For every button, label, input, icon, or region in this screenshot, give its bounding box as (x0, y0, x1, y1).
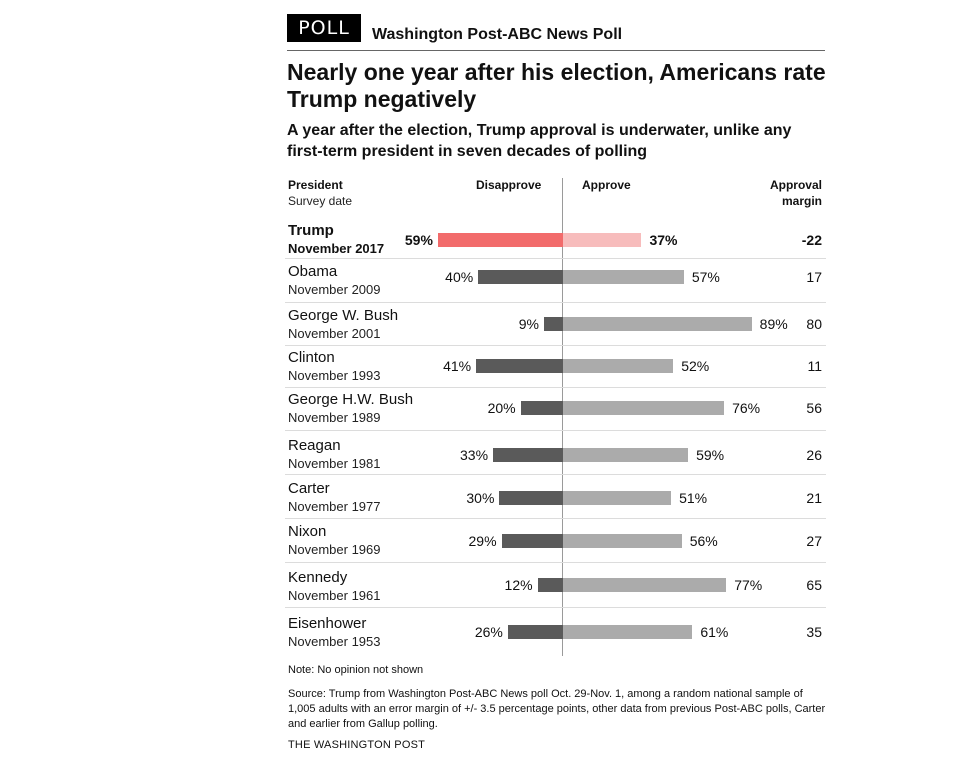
approve-bar (563, 270, 684, 284)
approve-bar (563, 317, 752, 331)
chart-source: Source: Trump from Washington Post-ABC N… (288, 688, 826, 730)
disapprove-value-label: 41% (443, 358, 472, 374)
column-header-survey-date: Survey date (288, 194, 353, 208)
approve-value-label: 77% (734, 577, 763, 593)
row-separator-1 (285, 258, 826, 259)
survey-date: November 1993 (288, 368, 381, 383)
survey-date: November 1989 (288, 410, 381, 425)
row-separator-3 (285, 345, 826, 346)
disapprove-bar (501, 534, 563, 548)
approval-margin-header-line1: Approval (769, 178, 822, 192)
president-name: Trump (288, 222, 334, 239)
approve-value-label: 89% (759, 316, 788, 332)
approve-bar (563, 448, 689, 462)
disapprove-bar (478, 270, 563, 284)
president-name: Nixon (288, 523, 327, 540)
approval-margin-value: 65 (806, 577, 822, 593)
president-name: Reagan (288, 437, 341, 454)
chart-subtitle: A year after the election, Trump approva… (287, 122, 792, 160)
approve-value-label: 37% (649, 232, 678, 248)
row-separator-9 (285, 607, 826, 608)
approve-bar (563, 233, 642, 247)
disapprove-bar (493, 448, 563, 462)
approve-value-label: 56% (689, 533, 718, 549)
president-name: George H.W. Bush (288, 391, 414, 408)
approve-value-label: 51% (679, 490, 708, 506)
approval-margin-value: 26 (806, 447, 822, 463)
disapprove-value-label: 40% (445, 269, 474, 285)
approval-margin-value: 56 (806, 400, 822, 416)
approve-bar (563, 578, 727, 592)
column-header-approve: Approve (582, 178, 631, 192)
disapprove-bar (499, 491, 563, 505)
disapprove-bar (520, 401, 563, 415)
approve-value-label: 76% (732, 400, 761, 416)
president-name: Eisenhower (288, 615, 367, 632)
approve-value-label: 59% (696, 447, 725, 463)
survey-date: November 1981 (288, 456, 381, 471)
survey-date: November 2009 (288, 282, 381, 297)
approve-bar (563, 401, 725, 415)
disapprove-value-label: 12% (504, 577, 533, 593)
disapprove-value-label: 30% (466, 490, 495, 506)
row-separator-6 (285, 474, 826, 475)
survey-date: November 1969 (288, 542, 381, 557)
survey-date: November 1961 (288, 588, 381, 603)
column-header-president: President (288, 178, 343, 192)
poll-badge: POLL (287, 14, 361, 42)
column-header-approval-margin: Approval margin (770, 177, 822, 209)
president-name: Clinton (288, 349, 335, 366)
disapprove-value-label: 29% (468, 533, 497, 549)
approval-margin-value: 27 (806, 533, 822, 549)
center-axis-line (562, 178, 563, 656)
chart-note: Note: No opinion not shown (288, 664, 424, 676)
approval-margin-value: 11 (807, 358, 822, 374)
chart-headline: Nearly one year after his election, Amer… (287, 59, 826, 112)
disapprove-bar (537, 578, 563, 592)
approve-value-label: 52% (681, 358, 710, 374)
approval-margin-value: -22 (801, 232, 822, 248)
row-separator-5 (285, 430, 826, 431)
president-name: Obama (288, 263, 338, 280)
survey-date: November 2017 (288, 241, 385, 256)
row-separator-2 (285, 302, 826, 303)
publisher-credit: THE WASHINGTON POST (288, 739, 426, 751)
survey-date: November 1953 (288, 634, 381, 649)
approve-bar (563, 534, 682, 548)
disapprove-bar (437, 233, 563, 247)
disapprove-value-label: 26% (474, 624, 503, 640)
row-separator-7 (285, 518, 826, 519)
approve-bar (563, 491, 672, 505)
approve-bar (563, 359, 674, 373)
disapprove-value-label: 20% (487, 400, 516, 416)
president-name: Carter (288, 480, 330, 497)
survey-date: November 1977 (288, 499, 381, 514)
row-separator-8 (285, 562, 826, 563)
approval-margin-value: 80 (806, 316, 822, 332)
approve-value-label: 57% (691, 269, 720, 285)
header-rule (287, 50, 825, 51)
approve-value-label: 61% (700, 624, 729, 640)
disapprove-value-label: 33% (460, 447, 489, 463)
president-name: George W. Bush (288, 307, 399, 324)
disapprove-value-label: 59% (404, 232, 433, 248)
column-header-disapprove: Disapprove (476, 178, 542, 192)
approval-margin-value: 35 (806, 624, 822, 640)
approve-bar (563, 625, 693, 639)
approval-margin-value: 21 (806, 490, 822, 506)
president-name: Kennedy (288, 569, 348, 586)
disapprove-bar (507, 625, 563, 639)
survey-date: November 2001 (288, 326, 381, 341)
row-separator-4 (285, 387, 826, 388)
poll-name: Washington Post-ABC News Poll (372, 26, 623, 43)
approval-margin-header-line2: margin (781, 194, 822, 208)
disapprove-bar (476, 359, 563, 373)
approval-margin-value: 17 (806, 269, 822, 285)
disapprove-value-label: 9% (518, 316, 539, 332)
disapprove-bar (543, 317, 563, 331)
